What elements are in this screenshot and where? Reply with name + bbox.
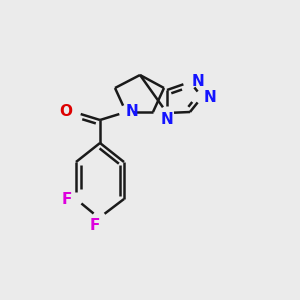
Text: F: F — [90, 218, 100, 233]
Text: N: N — [126, 104, 138, 119]
Text: O: O — [59, 104, 73, 119]
Text: N: N — [192, 74, 204, 89]
Text: N: N — [204, 89, 216, 104]
Text: N: N — [160, 112, 173, 127]
Text: F: F — [62, 191, 72, 206]
